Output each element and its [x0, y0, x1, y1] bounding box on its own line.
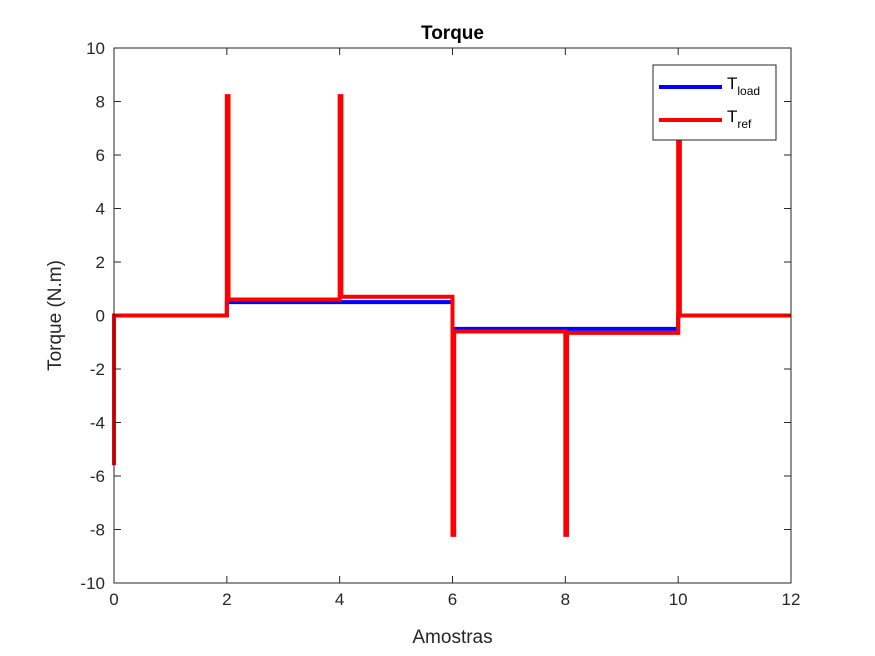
y-tick-label: 2 [96, 253, 105, 272]
y-tick-label: -6 [90, 467, 105, 486]
x-tick-label: 0 [109, 590, 118, 609]
legend-label-load-sub: load [737, 84, 760, 98]
y-tick-label: -8 [90, 521, 105, 540]
legend: Tload Tref [652, 64, 777, 141]
y-tick-label: -2 [90, 360, 105, 379]
x-tick-label: 8 [561, 590, 570, 609]
y-tick-label: 6 [96, 146, 105, 165]
series-line-ref [112, 94, 791, 537]
legend-box [652, 64, 777, 141]
y-tick-label: 8 [96, 93, 105, 112]
y-tick-label: -4 [90, 414, 105, 433]
legend-label-load-main: T [727, 74, 737, 93]
y-tick-label: 4 [96, 200, 105, 219]
x-tick-label: 10 [669, 590, 688, 609]
legend-label-ref-sub: ref [737, 117, 752, 131]
legend-label-ref: Tref [727, 107, 752, 131]
x-tick-label: 12 [782, 590, 801, 609]
legend-label-load: Tload [727, 74, 760, 98]
x-tick-label: 2 [222, 590, 231, 609]
legend-label-ref-main: T [727, 107, 737, 126]
x-axis-label: Amostras [412, 627, 492, 648]
y-tick-label: -10 [80, 574, 105, 593]
x-tick-label: 4 [335, 590, 344, 609]
tick-layer: 0 2 4 6 8 10 12 -10 -8 -6 -4 -2 0 2 4 6 8 10 [80, 39, 800, 609]
y-tick-label: 0 [96, 307, 105, 326]
y-tick-label: 10 [86, 39, 105, 58]
y-axis-label: Torque (N.m) [45, 260, 66, 371]
x-tick-label: 6 [448, 590, 457, 609]
series-layer [112, 94, 791, 537]
chart-title: Torque [421, 23, 484, 44]
